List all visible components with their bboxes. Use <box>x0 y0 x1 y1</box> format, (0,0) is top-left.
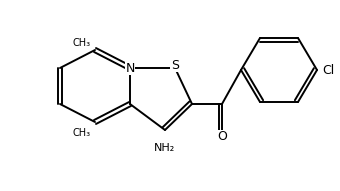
Text: CH₃: CH₃ <box>73 38 91 48</box>
Text: NH₂: NH₂ <box>154 143 176 153</box>
Text: O: O <box>217 130 227 143</box>
Text: N: N <box>125 62 135 74</box>
Text: S: S <box>171 58 179 71</box>
Text: Cl: Cl <box>322 63 334 77</box>
Text: CH₃: CH₃ <box>73 128 91 138</box>
